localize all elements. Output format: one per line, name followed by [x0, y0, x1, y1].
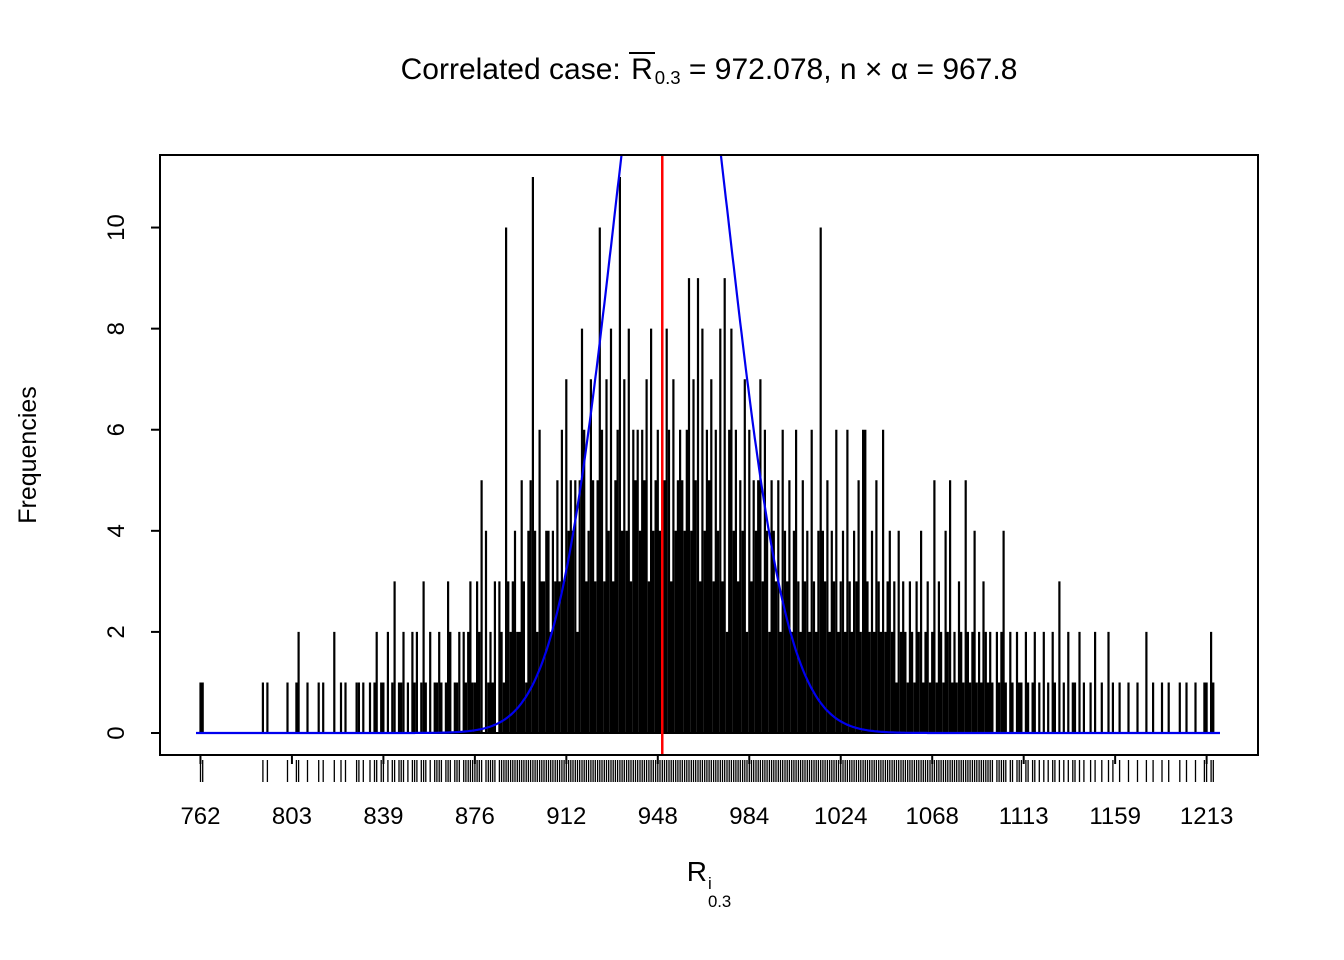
- svg-text:10: 10: [103, 214, 130, 241]
- svg-text:6: 6: [103, 423, 130, 436]
- title-mean-value: = 972.078,: [680, 53, 840, 86]
- title-r-bar: R: [629, 52, 655, 86]
- svg-text:839: 839: [363, 803, 403, 830]
- svg-text:1213: 1213: [1180, 803, 1233, 830]
- x-axis-label-base: R: [686, 856, 707, 887]
- svg-text:984: 984: [729, 803, 769, 830]
- svg-text:4: 4: [103, 524, 130, 537]
- svg-text:1024: 1024: [814, 803, 867, 830]
- title-r-subscript: 0.3: [654, 67, 681, 89]
- svg-text:1159: 1159: [1089, 803, 1141, 830]
- svg-text:948: 948: [638, 803, 678, 830]
- y-axis-label: Frequencies: [14, 386, 42, 524]
- x-axis-label-sub: 0.3: [707, 891, 732, 911]
- svg-text:762: 762: [180, 803, 220, 830]
- svg-text:8: 8: [103, 322, 130, 335]
- svg-text:912: 912: [546, 803, 586, 830]
- svg-text:1068: 1068: [906, 803, 959, 830]
- svg-text:876: 876: [455, 803, 495, 830]
- svg-text:803: 803: [272, 803, 312, 830]
- title-n-alpha: n × α = 967.8: [839, 53, 1018, 86]
- chart-title: Correlated case: R 0.3 = 972.078, n × α =…: [160, 52, 1258, 89]
- svg-text:0: 0: [103, 726, 130, 739]
- x-axis-label-sup: i: [707, 874, 712, 894]
- title-prefix: Correlated case:: [400, 53, 630, 86]
- x-axis-label-supsub: i 0.3: [708, 875, 731, 910]
- svg-text:1113: 1113: [999, 803, 1049, 830]
- svg-text:2: 2: [103, 625, 130, 638]
